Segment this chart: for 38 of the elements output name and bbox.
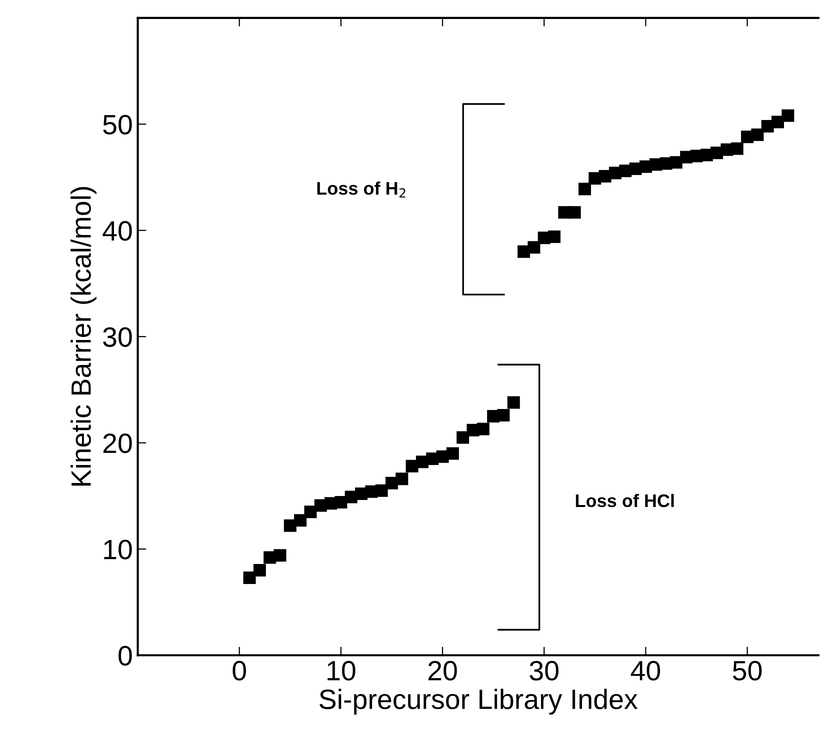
y-tick-label: 50	[103, 114, 132, 135]
x-tick-label: 0	[232, 660, 246, 681]
point	[375, 484, 388, 497]
point	[334, 496, 348, 509]
point	[304, 506, 317, 518]
point	[782, 109, 794, 122]
point	[243, 571, 256, 584]
annotation: Loss of HCl	[576, 494, 674, 508]
point	[253, 564, 266, 577]
point	[497, 408, 510, 422]
y-tick-label: 20	[103, 433, 132, 454]
y-axis-title: Kinetic Barrier (kcal/mol)	[70, 187, 96, 486]
point	[730, 142, 744, 155]
point	[568, 206, 581, 219]
point	[274, 549, 286, 562]
point	[771, 116, 784, 128]
point	[528, 241, 540, 254]
x-axis-title: Si-precursor Library Index	[320, 688, 638, 715]
point	[396, 472, 408, 486]
x-tick-label: 50	[732, 660, 762, 681]
point	[578, 182, 591, 196]
point	[751, 128, 764, 142]
y-tick-label: 40	[102, 221, 132, 241]
y-tick-label: 0	[118, 646, 132, 666]
x-tick-label: 20	[428, 660, 457, 681]
point	[476, 422, 490, 436]
y-tick-label: 10	[104, 540, 132, 560]
annotation: Loss of H$_{2}$	[317, 182, 406, 198]
x-tick-label: 10	[328, 660, 356, 681]
point	[548, 230, 561, 244]
y-tick-label: 30	[103, 327, 132, 347]
x-tick-label: 40	[630, 660, 660, 681]
x-tick-label: 30	[530, 660, 558, 681]
point	[456, 431, 470, 444]
point	[294, 514, 307, 527]
point	[507, 396, 520, 409]
point	[284, 519, 296, 532]
point	[446, 447, 459, 460]
